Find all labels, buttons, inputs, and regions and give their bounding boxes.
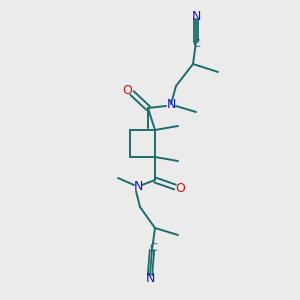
Text: O: O	[175, 182, 185, 196]
Text: N: N	[133, 181, 143, 194]
Text: N: N	[145, 272, 155, 286]
Text: N: N	[191, 10, 201, 22]
Text: N: N	[166, 98, 176, 110]
Text: C: C	[149, 243, 157, 253]
Text: O: O	[122, 85, 132, 98]
Text: C: C	[192, 39, 200, 49]
